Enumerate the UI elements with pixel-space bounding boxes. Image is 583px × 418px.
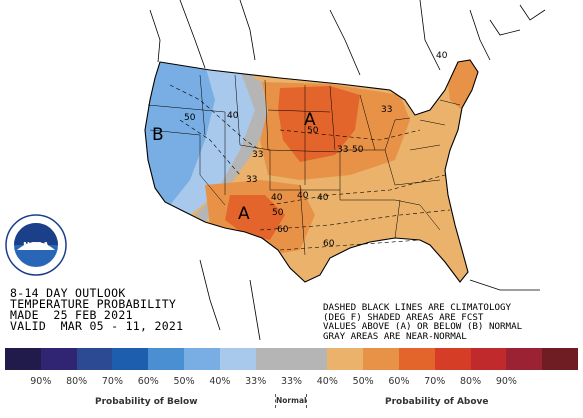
legend-percent-label: 33% (245, 376, 267, 387)
legend-swatch (40, 348, 77, 370)
contour-label: 60 (277, 225, 289, 235)
note-line: (DEG F) SHADED AREAS ARE FCST (323, 311, 484, 323)
contour-label: 33 (246, 175, 257, 185)
background-borders (149, 0, 546, 341)
legend-swatch (219, 348, 256, 370)
contour-label: 40 (436, 51, 448, 61)
above-letter: A (304, 110, 316, 130)
legend-swatch (112, 348, 149, 370)
normal-label: Normal (275, 394, 307, 408)
contour-label: 33 (381, 105, 392, 115)
legend-percent-label: 60% (388, 376, 410, 387)
legend-swatch (5, 348, 41, 370)
contour-label: 50 (352, 145, 364, 155)
probability-legend (5, 348, 578, 370)
legend-percent-label: 40% (209, 376, 231, 387)
legend-swatch (506, 348, 543, 370)
legend-percent-label: 50% (173, 376, 195, 387)
contour-label: 40 (317, 193, 329, 203)
legend-percent-label: 60% (137, 376, 159, 387)
note-line: DASHED BLACK LINES ARE CLIMATOLOGY (323, 302, 512, 313)
outlook-title: 8-14 DAY OUTLOOK (10, 286, 126, 300)
legend-percent-label: 90% (495, 376, 517, 387)
above-60-area (278, 86, 360, 162)
legend-swatch (76, 348, 113, 370)
contour-label: 50 (307, 126, 319, 136)
above-letter: A (238, 204, 250, 224)
outlook-variable: TEMPERATURE PROBABILITY (10, 297, 177, 311)
map-notes: DASHED BLACK LINES ARE CLIMATOLOGY (DEG … (320, 301, 564, 343)
legend-percent-label: 50% (352, 376, 374, 387)
contour-label: 50 (184, 113, 196, 123)
note-line: GRAY AREAS ARE NEAR-NORMAL (323, 330, 467, 342)
legend-swatch (291, 348, 328, 370)
legend-percent-label: 70% (424, 376, 446, 387)
legend-percent-label: 80% (66, 376, 88, 387)
legend-swatch (327, 348, 364, 370)
outlook-made-date: MADE 25 FEB 2021 (10, 308, 133, 322)
legend-swatch (363, 348, 399, 370)
contour-label: 40 (297, 191, 309, 201)
noaa-logo-text: NOAA (23, 241, 49, 250)
legend-swatch (255, 348, 292, 370)
contour-label: 60 (323, 239, 335, 249)
above-southwest-inner (225, 195, 285, 240)
outlook-info: 8-14 DAY OUTLOOK TEMPERATURE PROBABILITY… (10, 286, 184, 333)
legend-percent-label: 40% (316, 376, 338, 387)
us-outline (144, 59, 479, 283)
below-50-area (145, 60, 215, 205)
contour-labels: 50 40 33 40 50 60 33 40 50 40 60 33 50 4… (184, 51, 448, 249)
legend-swatch (184, 348, 220, 370)
legend-swatch (470, 348, 507, 370)
below-letter: B (152, 125, 164, 145)
climatology-lines (169, 84, 451, 251)
noaa-logo: NOAA (5, 214, 67, 276)
legend-percent-label: 80% (460, 376, 482, 387)
state-lines (147, 74, 461, 256)
below-label: Probability of Below (95, 397, 198, 407)
contour-label: 50 (272, 208, 284, 218)
legend-swatch (542, 348, 578, 370)
legend-swatch (148, 348, 185, 370)
near-normal-area (195, 70, 268, 222)
above-label: Probability of Above (385, 397, 489, 407)
legend-swatch (398, 348, 435, 370)
contour-label: 33 (252, 150, 263, 160)
contour-label: 40 (227, 111, 239, 121)
contour-label: 40 (271, 193, 283, 203)
note-line: VALUES ABOVE (A) OR BELOW (B) NORMAL (323, 321, 523, 332)
legend-percent-label: 90% (30, 376, 52, 387)
contour-label: 33 (337, 145, 348, 155)
region-letters: B A A (152, 110, 316, 224)
legend-percent-label: 33% (280, 376, 303, 387)
legend-swatch (434, 348, 471, 370)
legend-percent-label: 70% (101, 376, 123, 387)
outlook-valid-dates: VALID MAR 05 - 11, 2021 (10, 319, 184, 333)
